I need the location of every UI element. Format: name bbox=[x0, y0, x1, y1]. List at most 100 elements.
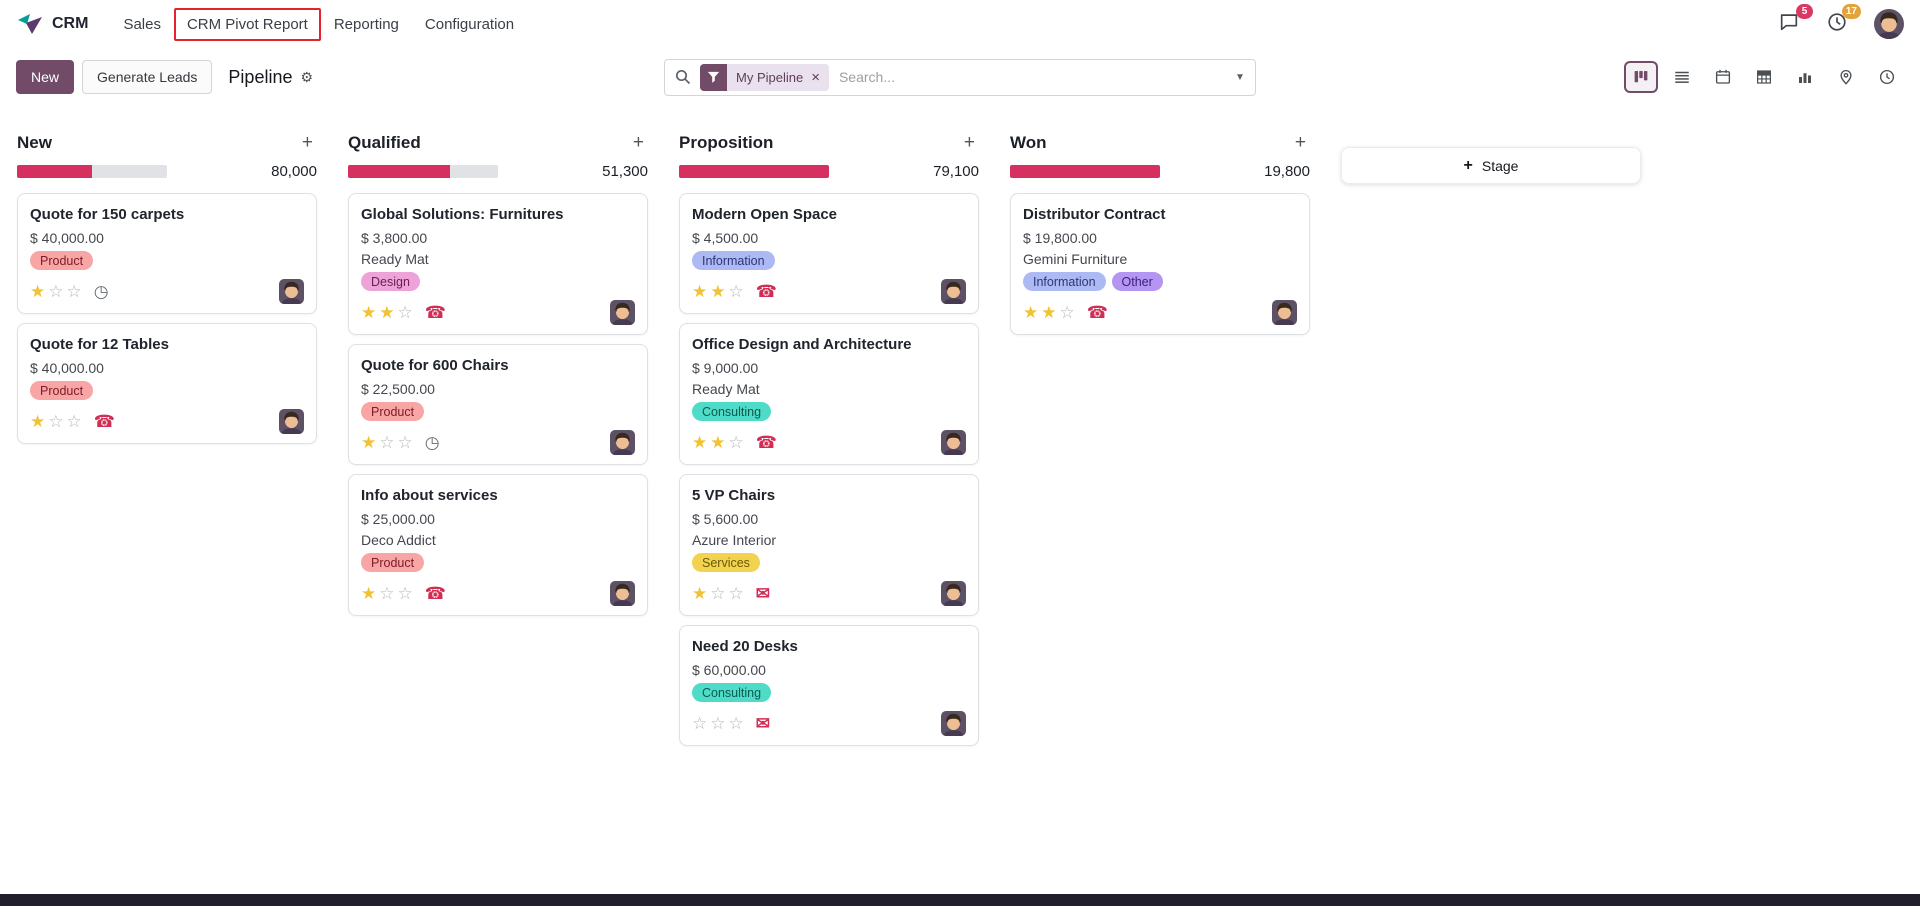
kanban-card[interactable]: Need 20 Desks $ 60,000.00 Consulting ☆ ☆ ☆ bbox=[679, 625, 979, 746]
view-map-button[interactable] bbox=[1829, 61, 1863, 93]
column-progressbar[interactable] bbox=[348, 165, 498, 178]
avatar[interactable] bbox=[279, 409, 304, 434]
kanban-card[interactable]: Info about services $ 25,000.00 Deco Add… bbox=[348, 474, 648, 616]
star-empty-icon[interactable]: ☆ bbox=[728, 282, 744, 301]
gear-icon[interactable]: ⚙ bbox=[300, 68, 314, 85]
avatar[interactable] bbox=[610, 581, 635, 606]
mail-icon[interactable] bbox=[756, 585, 770, 602]
generate-leads-button[interactable]: Generate Leads bbox=[82, 60, 213, 94]
star-filled-icon[interactable]: ★ bbox=[361, 584, 377, 603]
nav-item-sales[interactable]: Sales bbox=[123, 15, 161, 33]
new-button[interactable]: New bbox=[16, 60, 75, 94]
search-dropdown-caret-icon[interactable]: ▼ bbox=[1235, 71, 1245, 83]
star-empty-icon[interactable]: ☆ bbox=[48, 412, 64, 431]
priority-stars[interactable]: ★ ★ ☆ bbox=[692, 434, 744, 451]
kanban-card[interactable]: Quote for 600 Chairs $ 22,500.00 Product… bbox=[348, 344, 648, 465]
nav-item-crm-pivot-report[interactable]: CRM Pivot Report bbox=[173, 7, 321, 41]
view-pivot-button[interactable] bbox=[1747, 61, 1781, 93]
avatar[interactable] bbox=[941, 711, 966, 736]
phone-icon[interactable] bbox=[756, 283, 777, 300]
star-filled-icon[interactable]: ★ bbox=[1023, 303, 1039, 322]
phone-icon[interactable] bbox=[425, 585, 446, 602]
view-list-button[interactable] bbox=[1665, 61, 1699, 93]
star-empty-icon[interactable]: ☆ bbox=[379, 584, 395, 603]
star-empty-icon[interactable]: ☆ bbox=[710, 584, 726, 603]
kanban-card[interactable]: Global Solutions: Furnitures $ 3,800.00 … bbox=[348, 193, 648, 335]
star-empty-icon[interactable]: ☆ bbox=[66, 412, 82, 431]
nav-item-reporting[interactable]: Reporting bbox=[333, 15, 399, 33]
avatar[interactable] bbox=[941, 581, 966, 606]
kanban-card[interactable]: Modern Open Space $ 4,500.00 Information… bbox=[679, 193, 979, 314]
star-empty-icon[interactable]: ☆ bbox=[48, 282, 64, 301]
star-empty-icon[interactable]: ☆ bbox=[710, 714, 726, 733]
phone-icon[interactable] bbox=[1087, 304, 1108, 321]
add-record-plus-icon[interactable]: + bbox=[1294, 132, 1306, 153]
column-progressbar[interactable] bbox=[17, 165, 167, 178]
facet-remove-icon[interactable]: × bbox=[811, 68, 820, 86]
star-empty-icon[interactable]: ☆ bbox=[1059, 303, 1075, 322]
mail-icon[interactable] bbox=[756, 715, 770, 732]
kanban-card[interactable]: Quote for 12 Tables $ 40,000.00 Product … bbox=[17, 323, 317, 444]
crm-app-logo-icon[interactable] bbox=[16, 12, 44, 36]
kanban-card[interactable]: 5 VP Chairs $ 5,600.00 Azure Interior Se… bbox=[679, 474, 979, 616]
avatar[interactable] bbox=[279, 279, 304, 304]
priority-stars[interactable]: ★ ☆ ☆ bbox=[361, 434, 413, 451]
star-filled-icon[interactable]: ★ bbox=[30, 282, 46, 301]
view-calendar-button[interactable] bbox=[1706, 61, 1740, 93]
add-record-plus-icon[interactable]: + bbox=[963, 132, 975, 153]
star-filled-icon[interactable]: ★ bbox=[692, 433, 708, 452]
star-empty-icon[interactable]: ☆ bbox=[397, 584, 413, 603]
priority-stars[interactable]: ★ ☆ ☆ bbox=[30, 283, 82, 300]
star-empty-icon[interactable]: ☆ bbox=[692, 714, 708, 733]
add-stage-button[interactable]: + Stage bbox=[1341, 147, 1641, 184]
star-empty-icon[interactable]: ☆ bbox=[379, 433, 395, 452]
column-progressbar[interactable] bbox=[679, 165, 829, 178]
priority-stars[interactable]: ★ ★ ☆ bbox=[361, 304, 413, 321]
star-filled-icon[interactable]: ★ bbox=[710, 282, 726, 301]
clock-icon[interactable] bbox=[425, 434, 440, 451]
messages-button[interactable]: 5 bbox=[1778, 4, 1813, 37]
avatar[interactable] bbox=[941, 279, 966, 304]
star-empty-icon[interactable]: ☆ bbox=[397, 303, 413, 322]
star-empty-icon[interactable]: ☆ bbox=[728, 584, 744, 603]
kanban-card[interactable]: Office Design and Architecture $ 9,000.0… bbox=[679, 323, 979, 465]
nav-item-configuration[interactable]: Configuration bbox=[424, 15, 515, 33]
star-filled-icon[interactable]: ★ bbox=[361, 433, 377, 452]
phone-icon[interactable] bbox=[94, 413, 115, 430]
star-filled-icon[interactable]: ★ bbox=[379, 303, 395, 322]
star-filled-icon[interactable]: ★ bbox=[1041, 303, 1057, 322]
add-record-plus-icon[interactable]: + bbox=[301, 132, 313, 153]
priority-stars[interactable]: ☆ ☆ ☆ bbox=[692, 715, 744, 732]
search-bar[interactable]: My Pipeline × ▼ bbox=[664, 58, 1256, 96]
priority-stars[interactable]: ★ ☆ ☆ bbox=[692, 585, 744, 602]
activities-button[interactable]: 17 bbox=[1826, 4, 1861, 37]
user-avatar[interactable] bbox=[1874, 9, 1904, 39]
avatar[interactable] bbox=[941, 430, 966, 455]
star-filled-icon[interactable]: ★ bbox=[30, 412, 46, 431]
phone-icon[interactable] bbox=[756, 434, 777, 451]
star-empty-icon[interactable]: ☆ bbox=[66, 282, 82, 301]
view-kanban-button[interactable] bbox=[1624, 61, 1658, 93]
search-input[interactable] bbox=[828, 69, 1225, 85]
avatar[interactable] bbox=[1272, 300, 1297, 325]
app-menu-toggle[interactable]: CRM bbox=[52, 15, 89, 32]
priority-stars[interactable]: ★ ★ ☆ bbox=[692, 283, 744, 300]
priority-stars[interactable]: ★ ☆ ☆ bbox=[361, 585, 413, 602]
view-graph-button[interactable] bbox=[1788, 61, 1822, 93]
clock-icon[interactable] bbox=[94, 283, 109, 300]
priority-stars[interactable]: ★ ☆ ☆ bbox=[30, 413, 82, 430]
star-empty-icon[interactable]: ☆ bbox=[728, 433, 744, 452]
avatar[interactable] bbox=[610, 300, 635, 325]
add-record-plus-icon[interactable]: + bbox=[632, 132, 644, 153]
phone-icon[interactable] bbox=[425, 304, 446, 321]
view-activity-button[interactable] bbox=[1870, 61, 1904, 93]
star-filled-icon[interactable]: ★ bbox=[692, 584, 708, 603]
kanban-card[interactable]: Distributor Contract $ 19,800.00 Gemini … bbox=[1010, 193, 1310, 335]
priority-stars[interactable]: ★ ★ ☆ bbox=[1023, 304, 1075, 321]
star-filled-icon[interactable]: ★ bbox=[710, 433, 726, 452]
star-empty-icon[interactable]: ☆ bbox=[728, 714, 744, 733]
star-empty-icon[interactable]: ☆ bbox=[397, 433, 413, 452]
star-filled-icon[interactable]: ★ bbox=[361, 303, 377, 322]
star-filled-icon[interactable]: ★ bbox=[692, 282, 708, 301]
kanban-card[interactable]: Quote for 150 carpets $ 40,000.00 Produc… bbox=[17, 193, 317, 314]
